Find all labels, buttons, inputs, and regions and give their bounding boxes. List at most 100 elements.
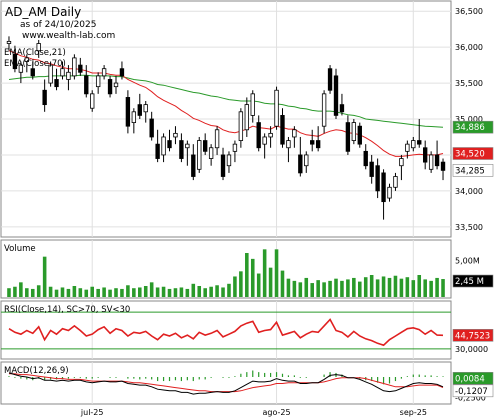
rsi-label: RSI(Close,14), SC>70, SV<30 bbox=[4, 305, 130, 315]
volume-bar bbox=[155, 287, 160, 297]
volume-bar bbox=[316, 280, 320, 297]
candle-body bbox=[131, 111, 137, 123]
candle-body bbox=[72, 57, 77, 77]
chart-title: AD_AM Daily bbox=[5, 5, 81, 19]
price-axis: 36,50036,00035,50035,00034,50034,00033,5… bbox=[455, 7, 483, 232]
candle-body bbox=[48, 64, 53, 84]
candle-body bbox=[12, 53, 18, 70]
candle-body bbox=[369, 161, 374, 177]
volume-bar bbox=[268, 267, 273, 297]
rsi-tick-label: 30,0000 bbox=[455, 345, 488, 354]
volume-bar bbox=[441, 279, 445, 297]
volume-bar bbox=[399, 278, 404, 297]
legend-ema70: EMA(Close,70) bbox=[4, 59, 66, 69]
volume-bar bbox=[363, 277, 368, 297]
candle-body bbox=[292, 129, 297, 138]
volume-bar bbox=[262, 249, 267, 297]
last-macd-hist-tag: 0,0084 bbox=[455, 374, 485, 384]
candle-body bbox=[6, 40, 12, 44]
candle-body bbox=[149, 118, 154, 138]
candle-body bbox=[232, 143, 238, 152]
volume-bar bbox=[48, 286, 53, 297]
volume-bar bbox=[72, 286, 77, 297]
candle-series bbox=[6, 36, 446, 220]
candle-body bbox=[226, 154, 232, 167]
candle-body bbox=[197, 140, 202, 170]
volume-bar bbox=[90, 286, 94, 297]
volume-bar bbox=[239, 271, 243, 297]
volume-bar bbox=[126, 285, 130, 297]
candle-body bbox=[78, 64, 83, 73]
volume-bar bbox=[114, 288, 118, 297]
candle-body bbox=[179, 140, 184, 159]
volume-bar bbox=[161, 286, 166, 297]
candle-body bbox=[357, 125, 362, 145]
x-tick-label: ago-25 bbox=[262, 408, 290, 417]
volume-bar bbox=[340, 280, 344, 297]
candle-body bbox=[161, 136, 166, 156]
macd-line bbox=[8, 372, 444, 395]
candle-body bbox=[244, 104, 249, 131]
candle-body bbox=[214, 129, 220, 149]
candle-body bbox=[262, 136, 267, 145]
candle-body bbox=[155, 143, 160, 159]
volume-bar bbox=[250, 258, 255, 297]
volume-bar bbox=[417, 275, 422, 297]
last-ema70-tag: 34,886 bbox=[455, 123, 485, 133]
volume-bar bbox=[197, 286, 202, 297]
volume-bar bbox=[173, 288, 178, 297]
volume-bar bbox=[25, 288, 29, 297]
candle-body bbox=[428, 154, 434, 170]
price-tick-label: 36,000 bbox=[455, 43, 483, 52]
candle-body bbox=[173, 132, 178, 138]
x-tick-label: jul-25 bbox=[80, 408, 104, 417]
candle-body bbox=[321, 93, 327, 127]
macd-label: MACD(12,26,9) bbox=[4, 366, 69, 376]
volume-bar bbox=[328, 280, 332, 297]
volume-bar bbox=[60, 287, 65, 297]
volume-bar bbox=[221, 287, 225, 297]
volume-bar bbox=[179, 287, 184, 297]
price-tick-label: 36,500 bbox=[455, 7, 483, 16]
candle-body bbox=[54, 79, 59, 88]
volume-bar bbox=[36, 285, 41, 297]
volume-bar bbox=[54, 289, 59, 297]
candle-body bbox=[84, 75, 89, 95]
volume-bar bbox=[13, 286, 17, 297]
candle-body bbox=[393, 176, 398, 188]
volume-bar bbox=[96, 288, 100, 297]
volume-bar bbox=[381, 276, 386, 297]
candle-body bbox=[304, 154, 309, 167]
candle-body bbox=[440, 161, 446, 171]
candle-body bbox=[125, 97, 131, 127]
candle-body bbox=[191, 154, 196, 177]
ema70-series bbox=[8, 74, 444, 128]
macd-tick-label: -0,2500 bbox=[455, 393, 486, 402]
volume-bar bbox=[375, 279, 380, 297]
volume-bar bbox=[138, 287, 142, 297]
volume-bar bbox=[203, 288, 207, 297]
volume-bar bbox=[209, 286, 213, 297]
candle-body bbox=[399, 158, 404, 167]
macd-signal-line bbox=[9, 373, 444, 393]
candle-body bbox=[208, 147, 214, 159]
last-volume-tag: 2,45 M bbox=[455, 277, 484, 287]
ema70-line bbox=[8, 74, 444, 128]
candle-body bbox=[286, 140, 291, 149]
candle-body bbox=[119, 68, 125, 77]
candle-body bbox=[24, 57, 29, 62]
volume-bar bbox=[191, 283, 196, 297]
last-ema21-tag-bg bbox=[452, 147, 494, 160]
candle-body bbox=[315, 140, 321, 149]
volume-bar bbox=[120, 288, 124, 297]
rsi-line bbox=[8, 318, 444, 347]
candle-body bbox=[339, 104, 345, 113]
candle-body bbox=[405, 143, 410, 152]
volume-bar bbox=[310, 283, 314, 297]
volume-bar bbox=[304, 277, 309, 297]
volume-series: 5,00M bbox=[7, 249, 480, 297]
candle-body bbox=[36, 43, 41, 52]
candle-body bbox=[18, 64, 24, 73]
candle-body bbox=[113, 82, 119, 88]
